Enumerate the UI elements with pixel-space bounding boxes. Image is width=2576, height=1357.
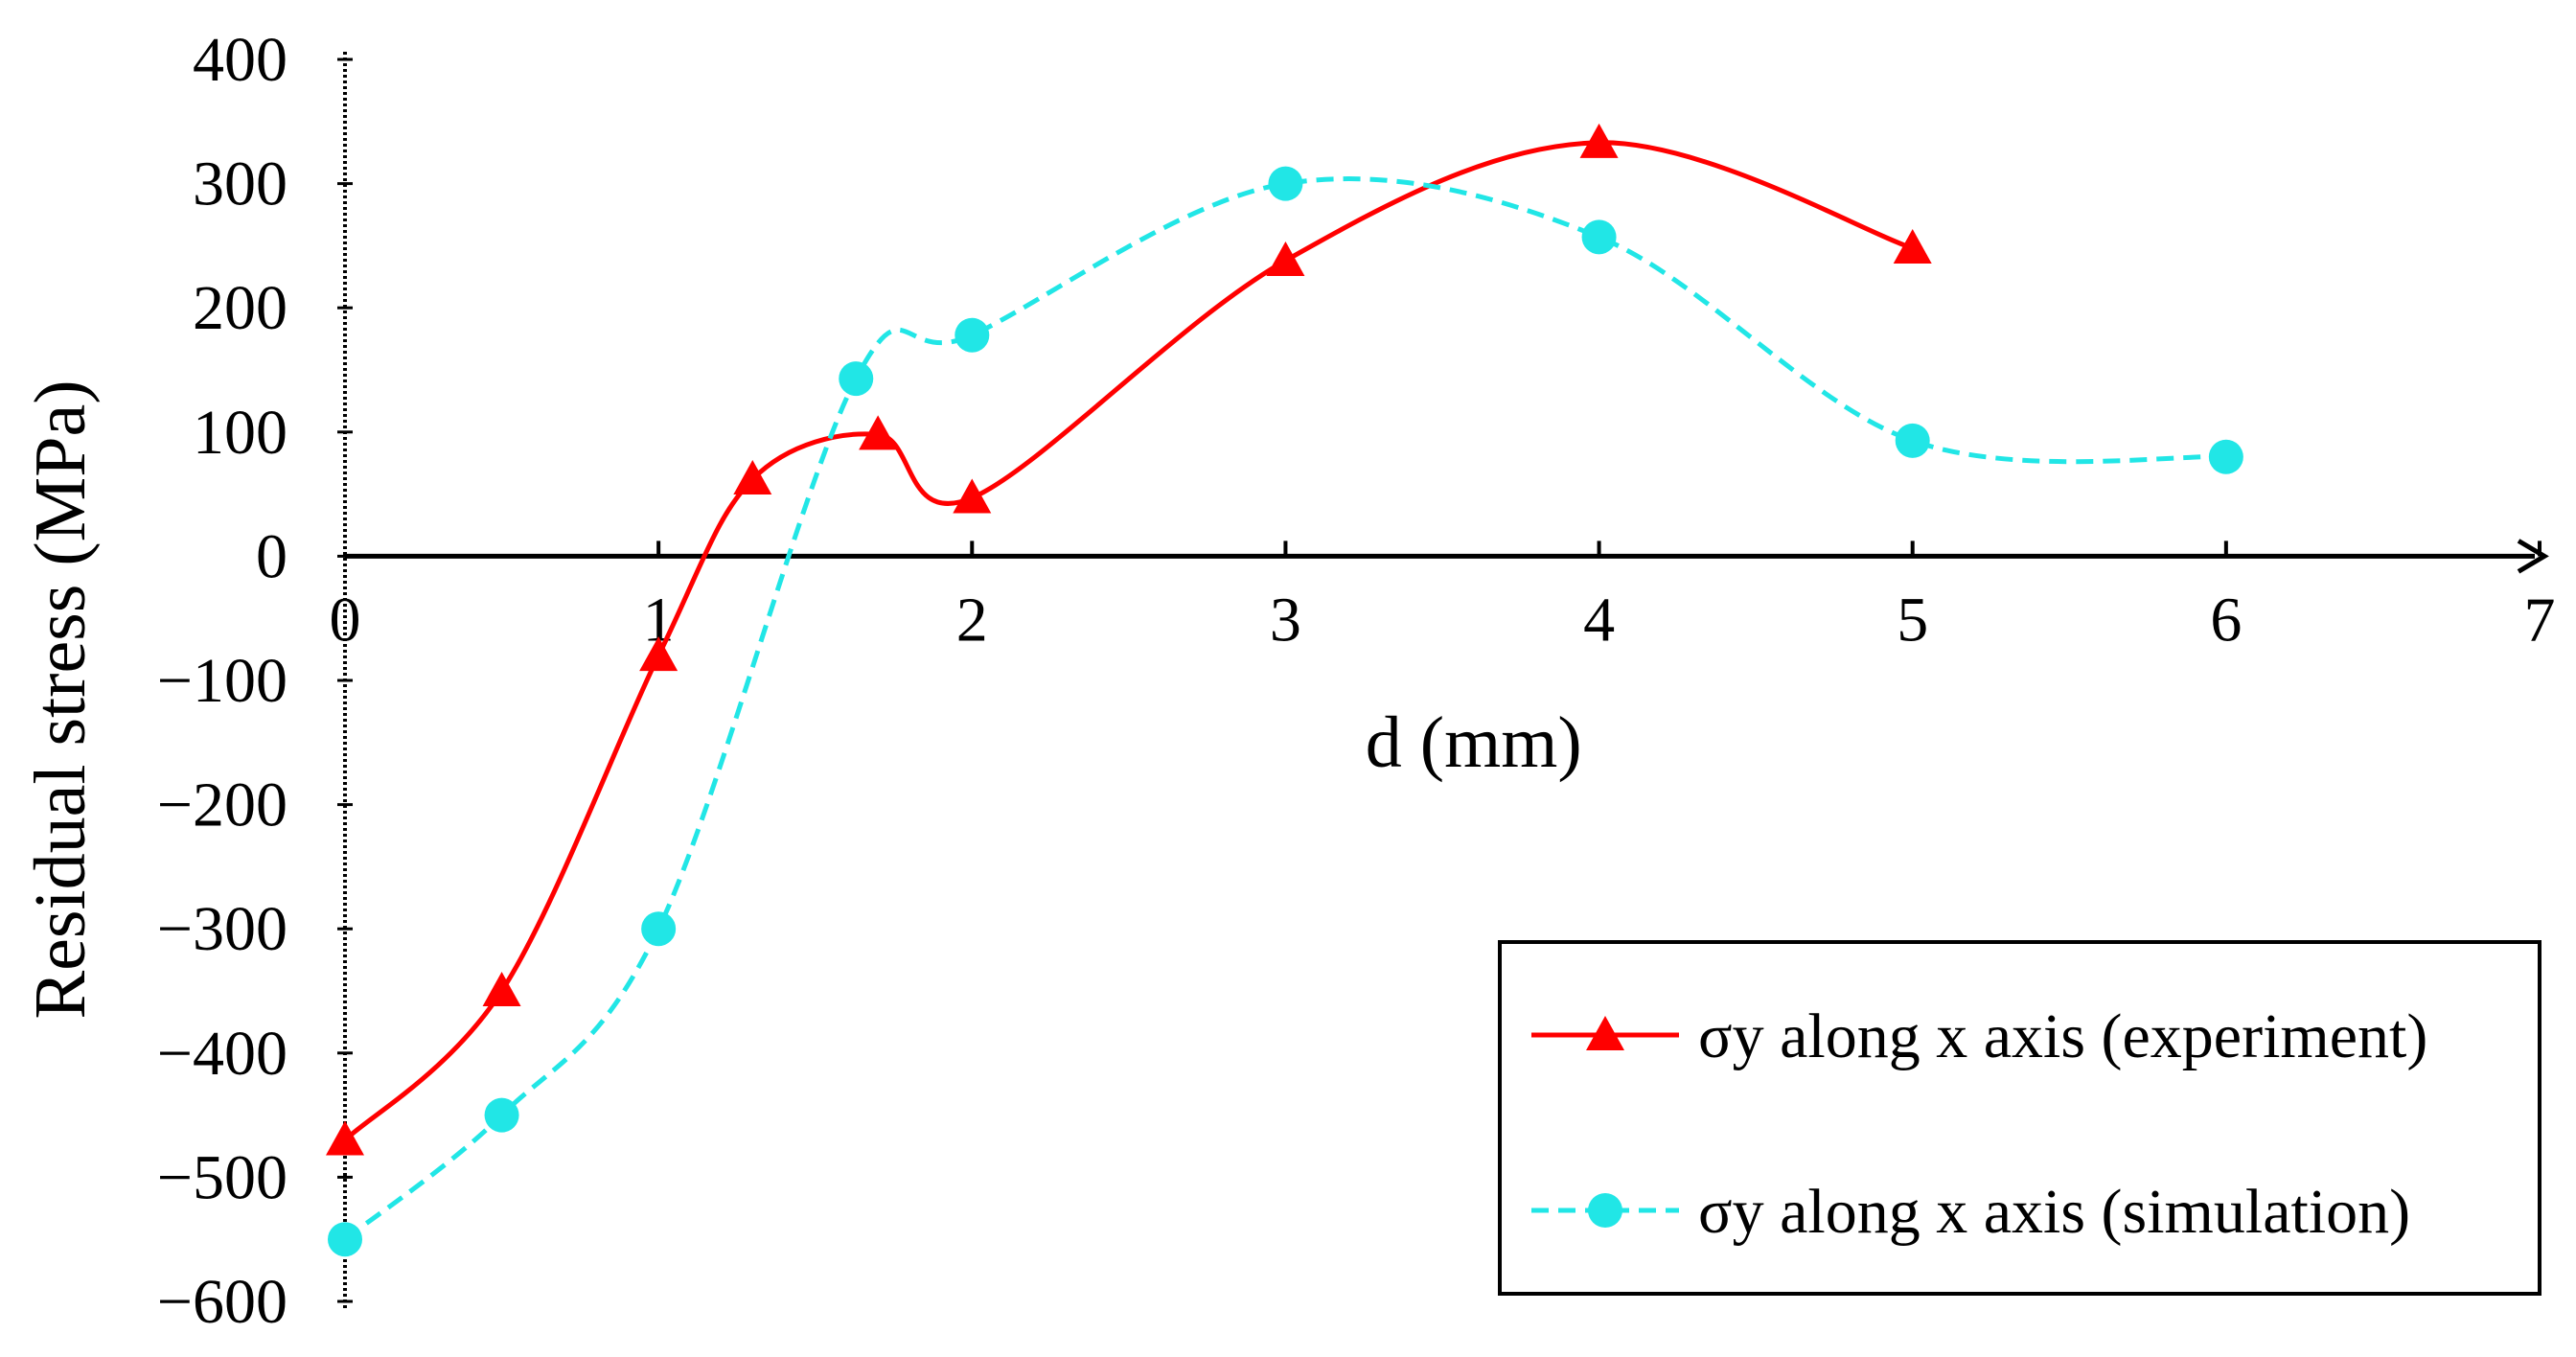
data-point [328,1222,362,1257]
x-tick-label: 6 [2210,585,2242,655]
data-point [954,317,990,353]
x-tick-label: 7 [2524,585,2556,655]
x-tick-label: 2 [956,585,988,655]
data-point [733,460,772,495]
x-tick-label: 0 [330,585,361,655]
data-point [1895,423,1930,458]
y-tick-label: −500 [157,1142,288,1212]
data-point [482,972,521,1006]
series-layer [326,123,2243,1257]
data-point [326,1120,364,1156]
data-point [1268,166,1303,201]
data-point [2208,439,2243,474]
y-tick-label: −400 [157,1019,288,1089]
data-point [1893,228,1932,264]
y-tick-label: −100 [157,646,288,716]
y-tick-label: 0 [256,521,288,591]
x-tick-label: 4 [1583,585,1615,655]
data-point [639,636,678,672]
y-tick-label: −300 [157,894,288,964]
y-tick-label: 400 [193,25,288,95]
legend: σy along x axis (experiment) σy along x a… [1498,940,2542,1296]
legend-marker [1586,1016,1624,1050]
y-tick-label: −200 [157,770,288,840]
data-point [1266,241,1305,276]
y-tick-label: −600 [157,1267,288,1337]
data-point [1579,123,1619,158]
x-tick-label: 3 [1270,585,1301,655]
legend-marker [1588,1193,1622,1228]
legend-label: σy along x axis (experiment) [1698,1001,2427,1071]
x-tick-label: 5 [1897,585,1928,655]
axes [337,52,2549,1309]
data-point [859,415,898,450]
data-point [484,1097,519,1133]
data-point [1581,219,1617,255]
data-point [839,361,874,397]
series-line [343,140,1914,1142]
data-point [641,911,677,947]
series-experiment [326,123,1932,1156]
legend-item: σy along x axis (simulation) [1531,1177,2410,1247]
y-tick-label: 200 [193,273,288,343]
y-axis-label: Residual stress (MPa) [20,380,101,1019]
x-axis-arrowhead [2517,539,2549,574]
legend-box [1498,940,2542,1296]
data-point [953,478,992,514]
y-tick-label: 300 [193,150,288,219]
legend-item: σy along x axis (experiment) [1531,1001,2427,1071]
y-tick-label: 100 [193,398,288,468]
x-axis-label: d (mm) [1366,702,1582,783]
series-simulation [328,166,2243,1257]
legend-label: σy along x axis (simulation) [1698,1177,2410,1247]
